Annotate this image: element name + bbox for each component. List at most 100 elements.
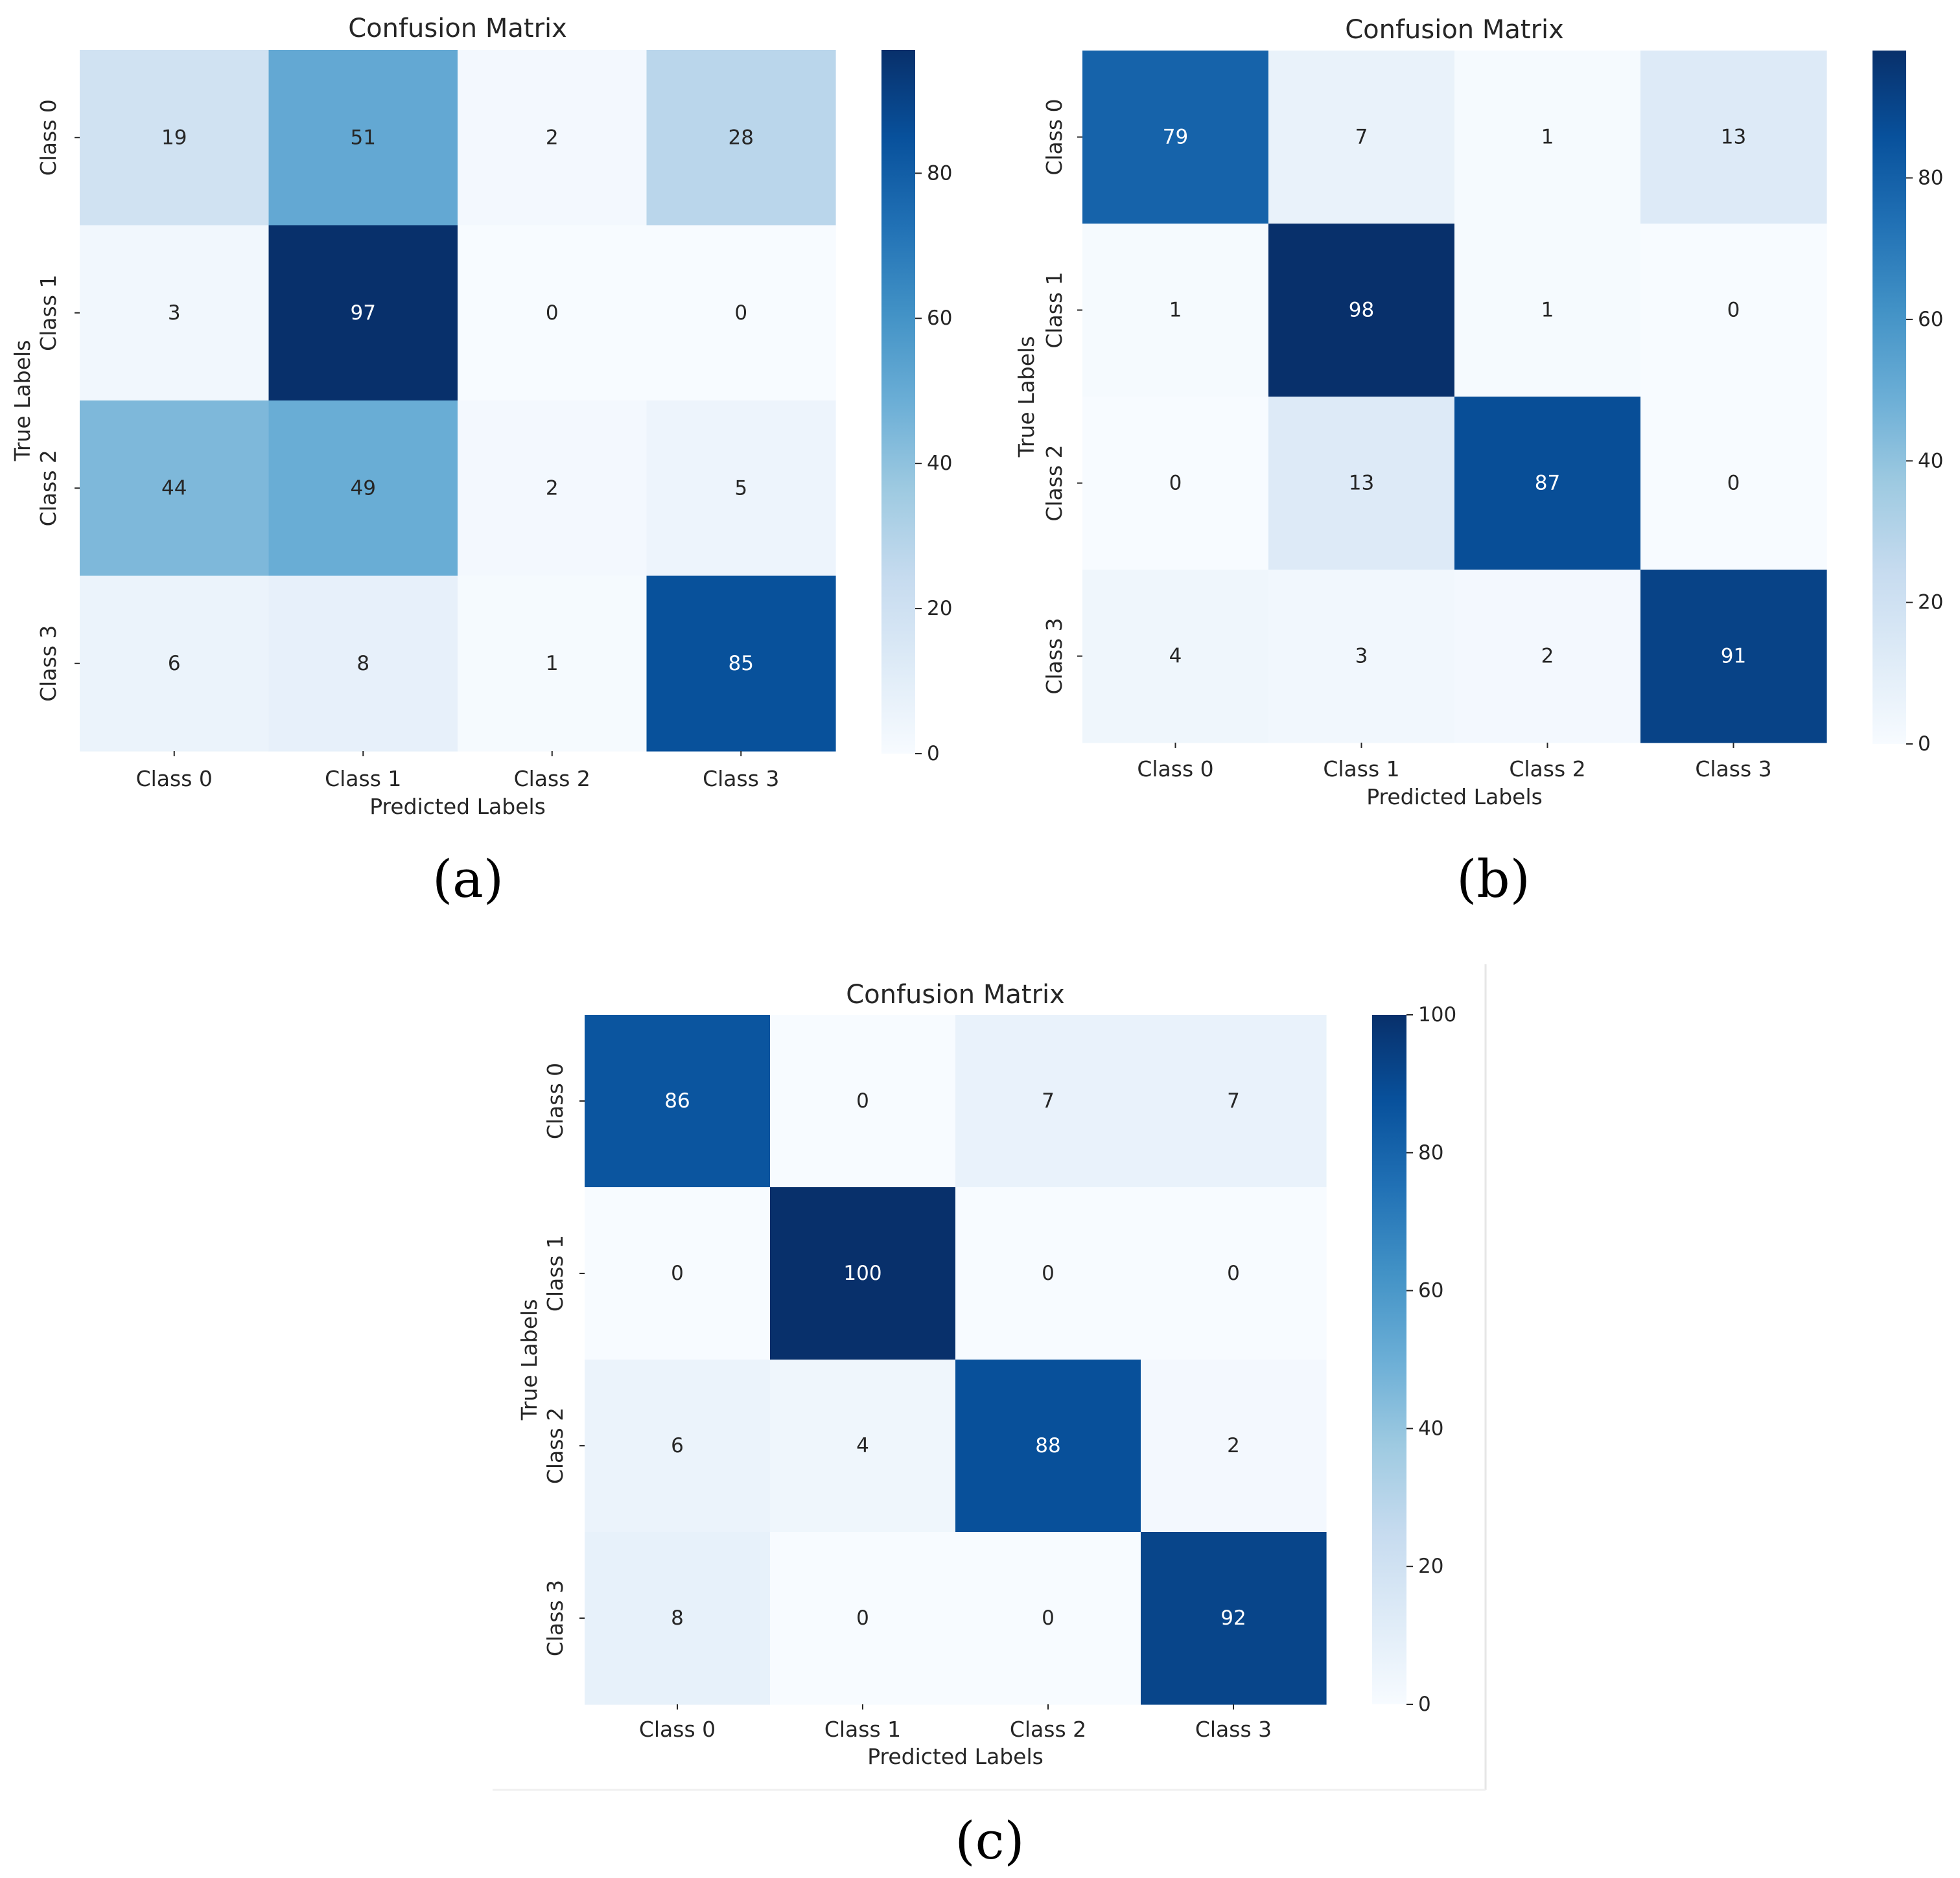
x-tick-label: Class 2 (1509, 756, 1585, 782)
x-tick-label: Class 1 (325, 766, 401, 791)
cell-value-label: 7 (1355, 126, 1368, 149)
heatmap-cell (955, 1360, 1141, 1533)
colorbar-tick-label: 0 (927, 742, 940, 765)
heatmap-cell (268, 50, 458, 226)
cell-value-label: 0 (856, 1089, 869, 1113)
chart-title: Confusion Matrix (846, 980, 1065, 1010)
heatmap-cell (1454, 51, 1641, 224)
heatmap-cell (1268, 224, 1455, 397)
heatmap-cell (1268, 397, 1455, 570)
heatmap-cell (1268, 51, 1455, 224)
cell-value-label: 2 (546, 126, 559, 149)
y-tick-label: Class 3 (36, 625, 61, 702)
y-tick-label: Class 3 (542, 1580, 568, 1656)
colorbar-tick-label: 40 (1418, 1417, 1443, 1440)
cell-value-label: 6 (671, 1434, 684, 1457)
cell-value-label: 5 (734, 476, 747, 500)
y-tick-label: Class 0 (36, 99, 61, 176)
cell-value-label: 1 (1169, 299, 1182, 322)
cell-value-label: 88 (1035, 1434, 1060, 1457)
chart-title: Confusion Matrix (1345, 15, 1564, 45)
heatmap-cell (1082, 224, 1269, 397)
cell-value-label: 8 (671, 1606, 684, 1630)
heatmap-cell (1640, 51, 1827, 224)
cell-value-label: 28 (729, 126, 754, 149)
cell-value-label: 13 (1349, 472, 1374, 495)
x-tick-label: Class 0 (1137, 756, 1213, 782)
heatmap-cell (770, 1187, 956, 1360)
heatmap-cell (1640, 397, 1827, 570)
heatmap-cell (646, 400, 836, 577)
heatmap-cell (955, 1015, 1141, 1188)
cell-value-label: 86 (664, 1089, 690, 1113)
cell-value-label: 49 (351, 476, 376, 500)
cell-value-label: 0 (1042, 1606, 1055, 1630)
x-tick-label: Class 0 (136, 766, 213, 791)
heatmap-cell (1454, 397, 1641, 570)
heatmap-cell (1141, 1360, 1327, 1533)
cell-value-label: 1 (546, 652, 559, 675)
confusion-matrix-panel-b: Confusion Matrix 79 7 1 13 1 98 1 0 0 13 87 0 4 3 2 91 Cl… (1014, 15, 1943, 909)
cell-value-label: 0 (1169, 472, 1182, 495)
y-axis-label: True Labels (517, 1299, 542, 1421)
y-tick-label: Class 0 (542, 1063, 568, 1139)
heatmap-cell (770, 1015, 956, 1188)
cell-value-label: 0 (671, 1262, 684, 1285)
x-tick-label: Class 1 (824, 1717, 901, 1742)
cell-value-label: 91 (1721, 645, 1746, 668)
y-tick-label: Class 1 (36, 275, 61, 351)
cell-value-label: 7 (1227, 1089, 1240, 1113)
heatmap-cell (458, 400, 648, 577)
cell-value-label: 13 (1721, 126, 1746, 149)
x-tick-label: Class 3 (703, 766, 779, 791)
heatmap-cell (1454, 224, 1641, 397)
cell-value-label: 3 (1355, 645, 1368, 668)
heatmap-cell (268, 225, 458, 401)
colorbar (1372, 1015, 1406, 1704)
y-axis-label: True Labels (10, 340, 35, 462)
cell-value-label: 2 (546, 476, 559, 500)
y-tick-label: Class 2 (542, 1408, 568, 1484)
cell-value-label: 0 (1227, 1262, 1240, 1285)
heatmap-cell (268, 400, 458, 577)
heatmap-cell (955, 1187, 1141, 1360)
x-axis-label: Predicted Labels (867, 1744, 1044, 1769)
panel-caption: (a) (432, 849, 504, 909)
colorbar-tick-label: 60 (927, 307, 952, 330)
colorbar-tick-label: 80 (1418, 1141, 1443, 1165)
heatmap-cell (1640, 224, 1827, 397)
colorbar-tick-label: 20 (927, 597, 952, 620)
x-tick-label: Class 2 (514, 766, 590, 791)
heatmap-cell (458, 50, 648, 226)
cell-value-label: 0 (1727, 299, 1740, 322)
x-axis-label: Predicted Labels (1366, 784, 1543, 809)
cell-value-label: 1 (1541, 299, 1554, 322)
colorbar-tick-label: 20 (1918, 591, 1943, 614)
colorbar (881, 50, 915, 754)
cell-value-label: 92 (1220, 1606, 1246, 1630)
cell-value-label: 98 (1349, 299, 1374, 322)
heatmap-cell (770, 1532, 956, 1705)
heatmap-cell (1640, 570, 1827, 743)
heatmap-cell (1082, 570, 1269, 743)
cell-value-label: 6 (168, 652, 181, 675)
cell-value-label: 4 (856, 1434, 869, 1457)
cell-value-label: 51 (351, 126, 376, 149)
colorbar-tick-label: 40 (1918, 449, 1943, 472)
cell-value-label: 3 (168, 301, 181, 325)
x-tick-label: Class 2 (1010, 1717, 1086, 1742)
chart-title: Confusion Matrix (348, 14, 567, 43)
heatmap-cell (1141, 1015, 1327, 1188)
heatmap-cell (80, 225, 270, 401)
heatmap-cell (80, 575, 270, 752)
x-tick-label: Class 3 (1695, 756, 1771, 782)
y-tick-label: Class 0 (1042, 99, 1067, 175)
heatmap-cell (1454, 570, 1641, 743)
cell-value-label: 44 (161, 476, 187, 500)
cell-value-label: 1 (1541, 126, 1554, 149)
x-tick-label: Class 0 (639, 1717, 716, 1742)
colorbar (1872, 51, 1906, 744)
panel-caption: (c) (955, 1811, 1024, 1871)
heatmap-cell (80, 400, 270, 577)
